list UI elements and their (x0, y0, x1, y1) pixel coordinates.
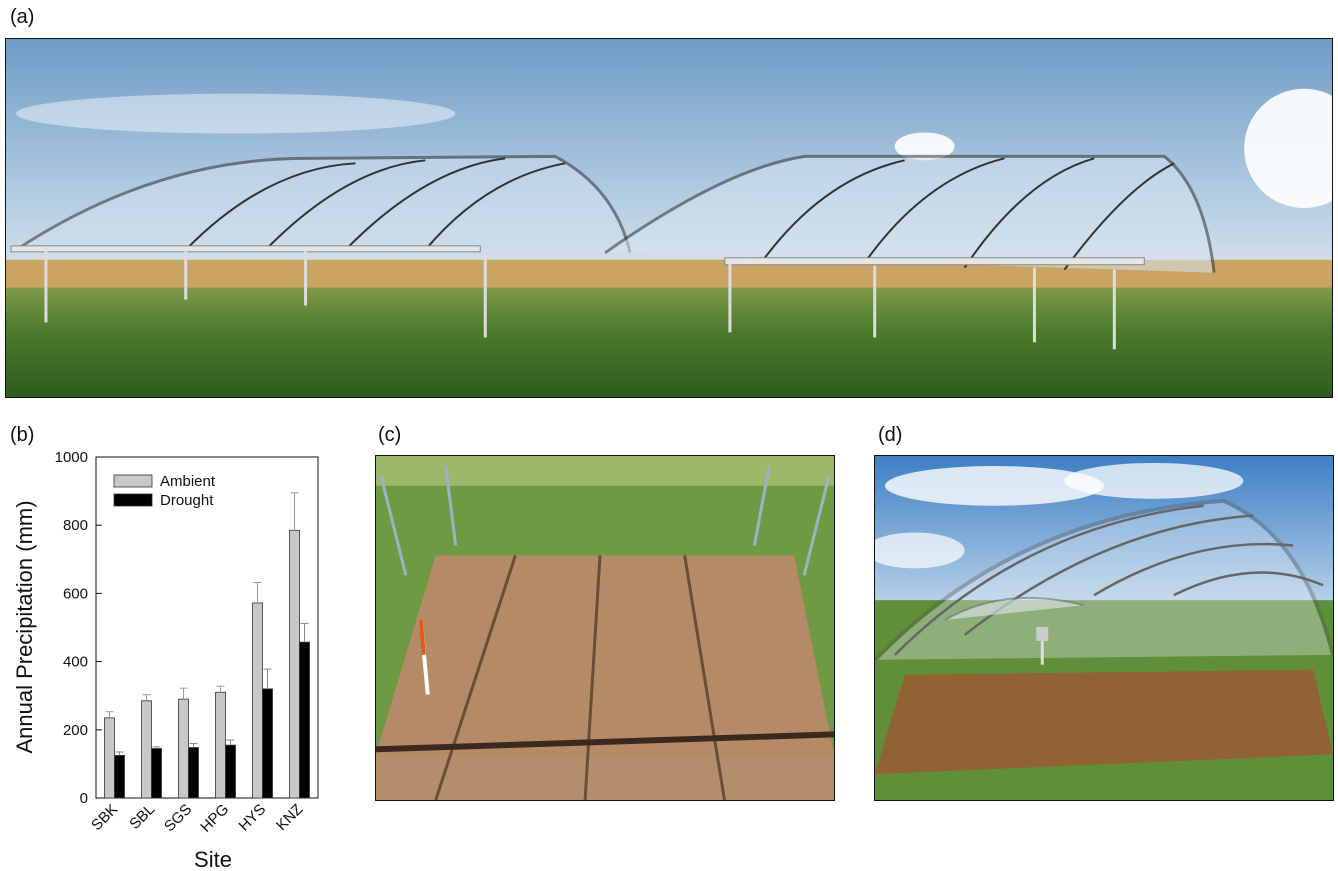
x-tick-label: SBK (88, 801, 121, 834)
panel-label-d: (d) (878, 424, 903, 446)
shelters-illustration (6, 39, 1332, 397)
legend-label-ambient: Ambient (160, 473, 216, 490)
bar-ambient-sgs (178, 698, 189, 799)
panel-label-b: (b) (10, 424, 35, 446)
bar-ambient-hys (252, 602, 263, 799)
bar-ambient-knz (289, 529, 300, 799)
precipitation-bar-chart: 0 200 400 600 800 1000 SBK SBL SGS HPG HYS KNZ Ambi… (12, 449, 319, 871)
bar-ambient-sbl (141, 700, 152, 799)
photo-shelter-over-plot (874, 455, 1334, 801)
bar-drought-hpg (225, 744, 236, 799)
x-tick-label: KNZ (273, 801, 306, 834)
y-tick-label: 600 (63, 585, 88, 602)
y-tick-label: 0 (80, 790, 88, 807)
x-tick-label: HPG (197, 801, 232, 836)
drought-plot-illustration (376, 456, 834, 800)
legend-swatch-drought (113, 493, 153, 507)
x-tick-label: SBL (126, 801, 158, 833)
bar-drought-sgs (188, 747, 199, 799)
bar-ambient-sbk (104, 717, 115, 799)
y-axis-label: Annual Precipitation (mm) (12, 500, 37, 753)
plot-frame (95, 456, 319, 799)
y-tick-label: 800 (63, 517, 88, 534)
photo-rainout-shelters-field (5, 38, 1333, 398)
panel-label-a: (a) (10, 6, 35, 28)
legend-swatch-ambient (113, 474, 153, 488)
x-axis-label: Site (194, 847, 232, 871)
legend-label-drought: Drought (160, 492, 214, 509)
photo-drought-plot (375, 455, 835, 801)
x-tick-label: SGS (161, 801, 195, 835)
bar-drought-knz (299, 641, 310, 799)
y-tick-label: 400 (63, 654, 88, 671)
y-tick-label: 200 (63, 722, 88, 739)
panel-label-c: (c) (378, 424, 402, 446)
bar-drought-hys (262, 688, 273, 799)
shelter-plot-illustration (875, 456, 1333, 800)
bar-drought-sbl (151, 748, 162, 799)
x-tick-label: HYS (235, 801, 269, 835)
bar-ambient-hpg (215, 691, 226, 799)
bar-drought-sbk (114, 754, 125, 799)
y-tick-label: 1000 (55, 449, 88, 466)
